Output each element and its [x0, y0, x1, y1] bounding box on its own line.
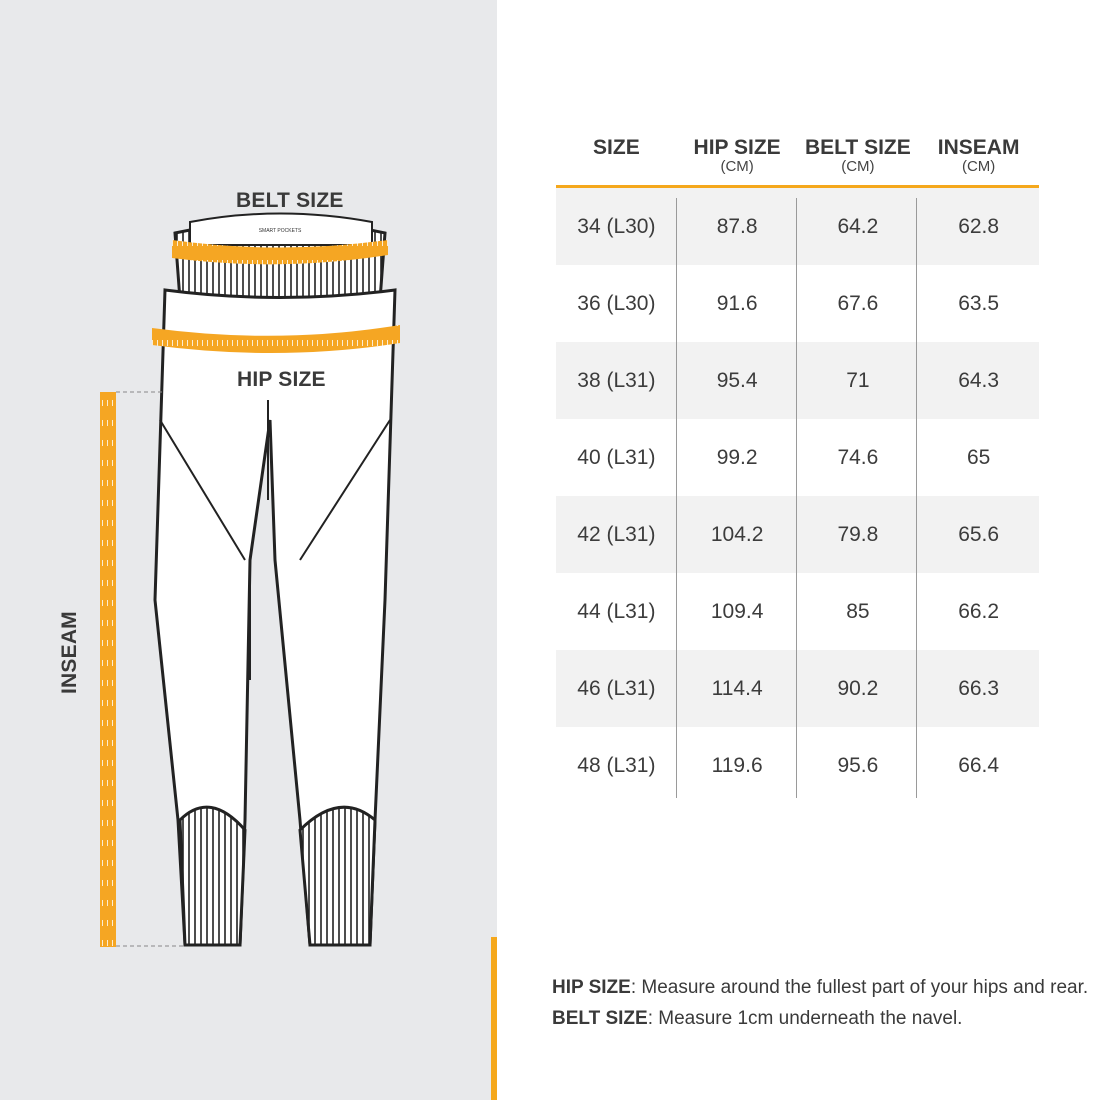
- accent-bar: [491, 937, 497, 1100]
- hip-cell: 119.6: [711, 753, 763, 777]
- hip-cell: 99.2: [716, 445, 758, 469]
- header-size: SIZE: [593, 136, 640, 159]
- table-row: 42 (L31) 104.2 79.8 65.6: [556, 496, 1039, 573]
- size-cell: 34 (L30): [577, 214, 656, 238]
- hip-cell: 87.8: [716, 214, 758, 238]
- size-cell: 46 (L31): [577, 676, 656, 700]
- size-table: SIZE HIP SIZE (CM) BELT SIZE (CM) INSEAM (C…: [556, 130, 1039, 804]
- belt-cell: 85: [846, 599, 870, 623]
- belt-cell: 64.2: [837, 214, 879, 238]
- column-divider: [916, 198, 917, 798]
- inseam-cell: 65.6: [958, 522, 1000, 546]
- hip-cell: 109.4: [710, 599, 764, 623]
- belt-cell: 90.2: [837, 676, 879, 700]
- inseam-cell: 66.4: [958, 753, 1000, 777]
- header-belt: BELT SIZE (CM): [804, 136, 911, 175]
- hip-cell: 114.4: [711, 676, 763, 700]
- table-row: 36 (L30) 91.6 67.6 63.5: [556, 265, 1039, 342]
- hip-cell: 95.4: [716, 368, 758, 392]
- size-cell: 44 (L31): [577, 599, 656, 623]
- inseam-cell: 63.5: [958, 291, 1000, 315]
- header-inseam: INSEAM (CM): [937, 136, 1020, 175]
- table-row: 34 (L30) 87.8 64.2 62.8: [556, 188, 1039, 265]
- inseam-label: INSEAM: [58, 611, 81, 694]
- belt-tape: [172, 240, 388, 265]
- size-cell: 42 (L31): [577, 522, 656, 546]
- table-row: 46 (L31) 114.4 90.2 66.3: [556, 650, 1039, 727]
- table-row: 38 (L31) 95.4 71 64.3: [556, 342, 1039, 419]
- column-divider: [676, 198, 677, 798]
- inseam-cell: 65: [966, 445, 991, 469]
- inseam-cell: 66.2: [958, 599, 1000, 623]
- hip-cell: 104.2: [710, 522, 764, 546]
- table-row: 40 (L31) 99.2 74.6 65: [556, 419, 1039, 496]
- inseam-tape: [100, 392, 116, 947]
- note-hip: HIP SIZE: Measure around the fullest par…: [552, 977, 1089, 998]
- hip-cell: 91.6: [716, 291, 758, 315]
- size-cell: 48 (L31): [577, 753, 656, 777]
- hip-size-label: HIP SIZE: [237, 368, 326, 391]
- note-belt: BELT SIZE: Measure 1cm underneath the na…: [552, 1008, 963, 1029]
- table-row: 44 (L31) 109.4 85 66.2: [556, 573, 1039, 650]
- inseam-cell: 64.3: [958, 368, 1000, 392]
- pants-illustration: SMART POCKETS: [100, 212, 400, 947]
- inseam-cell: 62.8: [958, 214, 1000, 238]
- size-cell: 40 (L31): [577, 445, 656, 469]
- table-row: 48 (L31) 119.6 95.6 66.4: [556, 727, 1039, 804]
- belt-cell: 71: [846, 368, 870, 392]
- inseam-cell: 66.3: [958, 676, 1000, 700]
- measurement-notes: HIP SIZE: Measure around the fullest par…: [552, 972, 1088, 1034]
- belt-cell: 67.6: [837, 291, 879, 315]
- belt-size-label: BELT SIZE: [236, 189, 344, 212]
- waistband-tag: SMART POCKETS: [259, 228, 302, 234]
- header-hip: HIP SIZE (CM): [693, 136, 781, 175]
- belt-cell: 74.6: [837, 445, 879, 469]
- belt-cell: 79.8: [837, 522, 879, 546]
- table-header: SIZE HIP SIZE (CM) BELT SIZE (CM) INSEAM (C…: [556, 130, 1039, 188]
- belt-cell: 95.6: [837, 753, 879, 777]
- column-divider: [796, 198, 797, 798]
- pants-body: [153, 288, 397, 947]
- size-cell: 38 (L31): [577, 368, 656, 392]
- size-cell: 36 (L30): [577, 291, 656, 315]
- hip-tape: [152, 325, 400, 354]
